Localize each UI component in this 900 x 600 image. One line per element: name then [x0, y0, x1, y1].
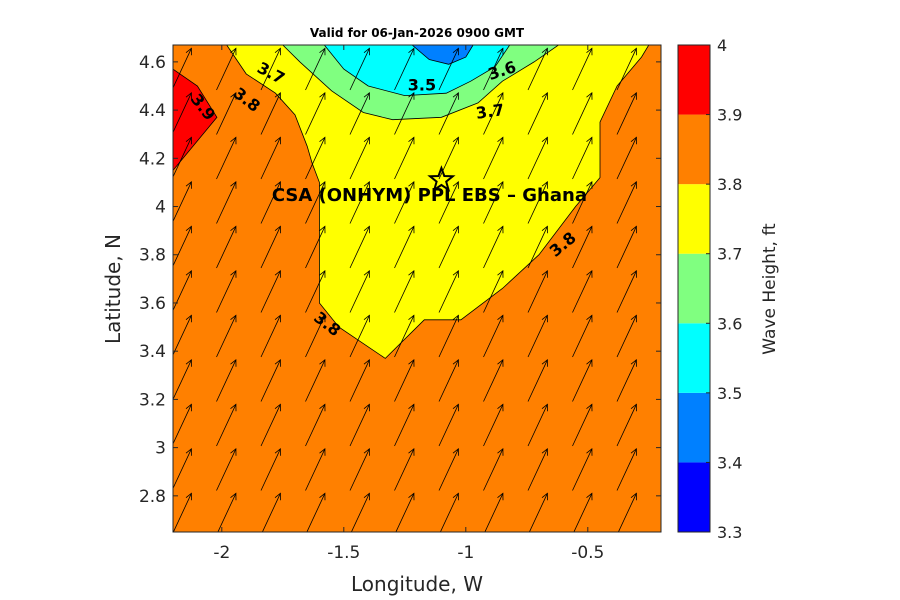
colorbar: 3.3 3.4 3.5 3.6 3.7 3.8 3.9 4	[677, 36, 742, 542]
colorbar-tick-label: 3.5	[717, 384, 742, 403]
x-tick-label: -0.5	[571, 543, 604, 563]
y-tick-label: 3.4	[139, 342, 166, 362]
colorbar-tick-label: 3.4	[717, 453, 742, 472]
y-tick-label: 4.2	[139, 149, 166, 169]
colorbar-swatch	[678, 462, 710, 532]
colorbar-tick-label: 3.9	[717, 106, 742, 125]
colorbar-swatch	[678, 392, 710, 463]
contour-region-3-75	[226, 45, 650, 359]
y-axis-label: Latitude, N	[101, 234, 125, 344]
y-tick-label: 4	[155, 198, 166, 218]
colorbar-label: Wave Height, ft	[760, 223, 780, 355]
wind-arrows	[173, 47, 637, 532]
site-label: CSA (ONHYM) PPL EBS – Ghana	[272, 185, 587, 206]
y-tick-label: 3	[155, 439, 166, 459]
y-tick-label: 3.2	[139, 390, 166, 410]
x-axis-label: Longitude, W	[351, 572, 483, 596]
colorbar-swatch	[678, 114, 710, 185]
y-tick-label: 4.4	[139, 101, 166, 121]
colorbar-tick-label: 3.7	[717, 245, 742, 264]
y-tick-label: 2.8	[139, 487, 166, 507]
colorbar-tick-label: 4	[717, 36, 727, 55]
colorbar-swatch	[678, 45, 710, 115]
chart-title: Valid for 06-Jan-2026 0900 GMT	[310, 26, 525, 40]
colorbar-tick-label: 3.8	[717, 175, 742, 194]
colorbar-tick-label: 3.6	[717, 314, 742, 333]
colorbar-swatch	[678, 184, 710, 254]
colorbar-tick-label: 3.3	[717, 523, 742, 542]
y-tick-label: 3.8	[139, 246, 166, 266]
y-tick-label: 4.6	[139, 53, 166, 73]
contour-label: 3.5	[408, 76, 436, 95]
site-star-marker	[427, 165, 456, 193]
colorbar-swatch	[678, 323, 710, 393]
y-tick-label: 3.6	[139, 294, 166, 314]
plot-frame	[172, 44, 662, 533]
x-tick-label: -1	[457, 543, 474, 563]
x-tick-label: -2	[213, 543, 230, 563]
x-tick-label: -1.5	[327, 543, 360, 563]
colorbar-swatch	[678, 253, 710, 324]
contour-label: 3.7	[475, 100, 506, 123]
contour-region-3-95	[173, 68, 218, 171]
